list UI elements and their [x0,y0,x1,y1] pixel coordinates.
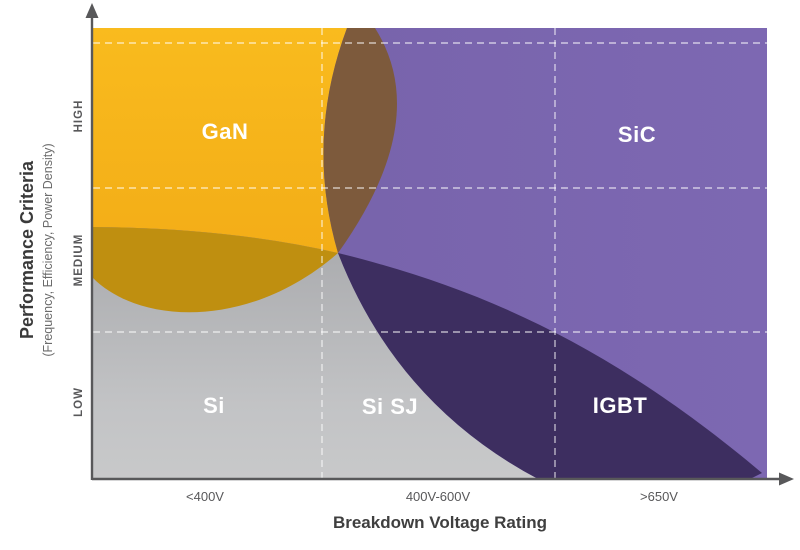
x-tick-400-600v: 400V-600V [406,489,471,504]
x-axis-title: Breakdown Voltage Rating [333,513,547,532]
x-tick-under-400v: <400V [186,489,224,504]
axes [85,3,794,486]
y-axis-arrow-icon [85,3,99,18]
region-overlap-gan-sic [323,28,397,253]
region-label-igbt: IGBT [593,393,648,418]
region-overlap-gan-si [93,227,338,313]
region-igbt [338,253,762,480]
y-tick-high: HIGH [73,100,85,133]
gridlines [93,28,767,480]
y-axis-title: Performance Criteria [17,160,37,339]
x-axis-arrow-icon [779,472,794,486]
region-label-gan: GaN [202,119,249,144]
y-tick-medium: MEDIUM [73,234,85,287]
y-axis-subtitle: (Frequency, Efficiency, Power Density) [41,143,55,356]
region-label-sisj: Si SJ [362,394,418,419]
region-gan [93,28,347,253]
y-tick-low: LOW [73,387,85,417]
region-label-si: Si [203,393,225,418]
x-tick-over-650v: >650V [640,489,678,504]
region-label-sic: SiC [618,122,656,147]
